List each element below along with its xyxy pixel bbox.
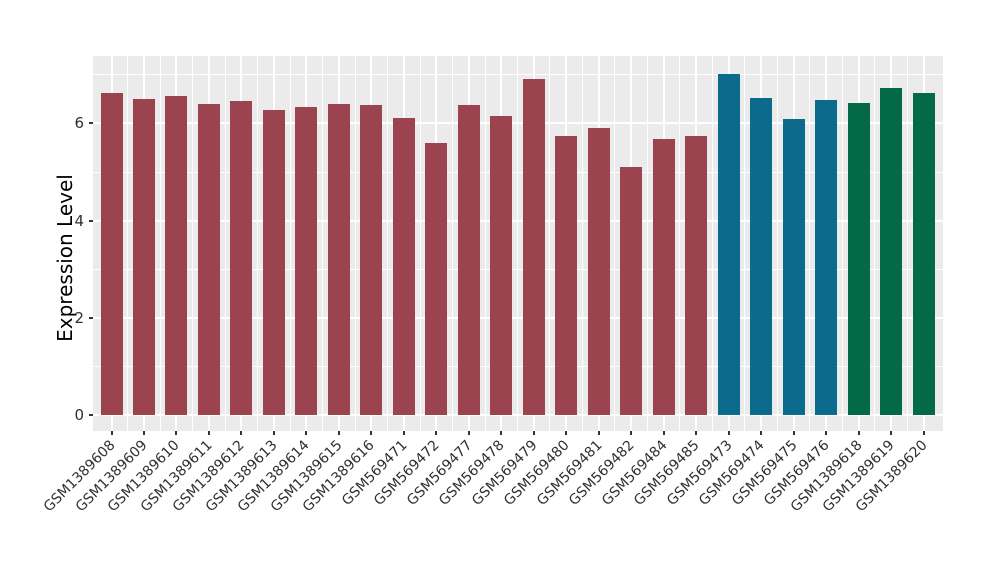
y-tick-mark (89, 219, 93, 222)
bar-GSM569484 (652, 139, 675, 415)
x-tick-mark (662, 431, 665, 435)
gridline-minor-x (192, 56, 194, 431)
gridline-minor-x (224, 56, 226, 431)
gridline-major-y-0 (93, 414, 943, 416)
gridline-minor-y-5 (93, 171, 943, 173)
y-tick-label-6: 6 (74, 114, 84, 133)
gridline-minor-x (289, 56, 291, 431)
x-tick-mark (500, 431, 503, 435)
gridline-minor-x (646, 56, 648, 431)
x-tick-mark (435, 431, 438, 435)
bar-GSM1389613 (262, 110, 285, 415)
gridline-minor-y-1 (93, 365, 943, 367)
x-tick-mark (240, 431, 243, 435)
x-tick-mark (142, 431, 145, 435)
gridline-minor-x (841, 56, 843, 431)
x-tick-mark (175, 431, 178, 435)
gridline-minor-x (322, 56, 324, 431)
bar-GSM1389615 (327, 103, 350, 415)
gridline-minor-x (484, 56, 486, 431)
y-tick-label-2: 2 (74, 308, 84, 327)
x-tick-mark (110, 431, 113, 435)
y-tick-mark (89, 122, 93, 125)
x-tick-mark (727, 431, 730, 435)
bar-GSM1389616 (360, 104, 383, 415)
x-tick-mark (597, 431, 600, 435)
gridline-minor-x (874, 56, 876, 431)
x-tick-mark (630, 431, 633, 435)
y-tick-label-0: 0 (74, 406, 84, 424)
x-tick-mark (890, 431, 893, 435)
bar-GSM569476 (815, 100, 838, 415)
gridline-minor-y-7 (93, 74, 943, 76)
x-tick-mark (922, 431, 925, 435)
bar-GSM569474 (750, 97, 773, 415)
bar-GSM569471 (392, 118, 415, 415)
bar-GSM569481 (587, 127, 610, 415)
x-tick-mark (565, 431, 568, 435)
bar-GSM1389610 (165, 95, 188, 415)
bar-GSM1389618 (847, 103, 870, 415)
x-tick-mark (370, 431, 373, 435)
x-tick-mark (402, 431, 405, 435)
x-tick-mark (760, 431, 763, 435)
bar-GSM569475 (782, 118, 805, 415)
bar-GSM1389614 (295, 106, 318, 415)
bar-GSM1389611 (197, 103, 220, 415)
x-tick-mark (467, 431, 470, 435)
bar-GSM569478 (490, 115, 513, 415)
x-tick-mark (305, 431, 308, 435)
x-tick-mark (207, 431, 210, 435)
x-tick-mark (825, 431, 828, 435)
gridline-minor-y-3 (93, 268, 943, 270)
bar-GSM1389608 (100, 92, 123, 415)
bar-GSM1389612 (230, 101, 253, 415)
gridline-minor-x (257, 56, 259, 431)
gridline-minor-x (127, 56, 129, 431)
gridline-minor-x (744, 56, 746, 431)
gridline-minor-x (906, 56, 908, 431)
bar-GSM1389620 (912, 92, 935, 415)
x-tick-mark (337, 431, 340, 435)
gridline-major-y-2 (93, 316, 943, 319)
bar-GSM569472 (425, 142, 448, 415)
gridline-minor-x (354, 56, 356, 431)
bar-GSM1389609 (132, 98, 155, 415)
bar-GSM569480 (555, 135, 578, 415)
gridline-minor-x (549, 56, 551, 431)
bar-GSM569485 (685, 136, 708, 415)
x-tick-mark (857, 431, 860, 435)
plot-panel (93, 56, 943, 431)
x-tick-mark (532, 431, 535, 435)
gridline-major-y-6 (93, 122, 943, 125)
y-tick-mark (89, 414, 93, 416)
gridline-minor-x (581, 56, 583, 431)
x-tick-mark (695, 431, 698, 435)
gridline-minor-x (776, 56, 778, 431)
gridline-minor-x (517, 56, 518, 431)
gridline-minor-x (419, 56, 421, 431)
gridline-major-y-4 (93, 219, 943, 222)
gridline-minor-x (809, 56, 811, 431)
gridline-minor-x (711, 56, 713, 431)
x-tick-mark (792, 431, 795, 435)
gridline-minor-x (614, 56, 616, 431)
bar-GSM569482 (620, 167, 643, 415)
gridline-minor-x (387, 56, 389, 431)
gridline-minor-x (679, 56, 681, 431)
bar-GSM569479 (522, 78, 545, 415)
y-tick-label-4: 4 (74, 211, 84, 230)
bar-GSM1389619 (880, 88, 903, 415)
gridline-minor-x (452, 56, 454, 431)
y-tick-mark (89, 316, 93, 319)
gridline-minor-x (159, 56, 161, 431)
bar-GSM569477 (457, 104, 480, 415)
bar-GSM569473 (717, 73, 740, 415)
x-tick-mark (272, 431, 275, 435)
